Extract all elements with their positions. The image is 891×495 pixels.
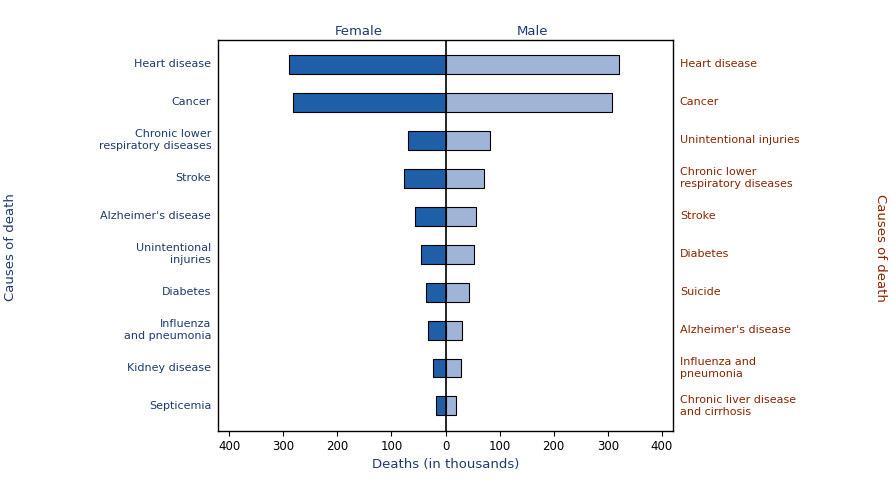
Bar (426, 283, 446, 301)
Bar (415, 206, 446, 226)
Bar (446, 245, 474, 264)
Text: Diabetes: Diabetes (680, 249, 729, 259)
Text: Septicemia: Septicemia (149, 401, 211, 411)
Text: Unintentional injuries: Unintentional injuries (680, 135, 799, 145)
Bar (446, 131, 490, 149)
Text: Causes of death: Causes of death (4, 194, 17, 301)
Text: Heart disease: Heart disease (680, 59, 756, 69)
Text: Unintentional
injuries: Unintentional injuries (136, 244, 211, 265)
Text: Chronic lower
respiratory diseases: Chronic lower respiratory diseases (680, 167, 792, 189)
Text: Chronic lower
respiratory diseases: Chronic lower respiratory diseases (99, 129, 211, 151)
Bar (433, 358, 446, 378)
Text: Kidney disease: Kidney disease (127, 363, 211, 373)
Bar (446, 93, 611, 112)
Bar (290, 55, 446, 74)
Bar (446, 396, 456, 415)
Bar (446, 206, 477, 226)
Text: Chronic liver disease
and cirrhosis: Chronic liver disease and cirrhosis (680, 395, 796, 417)
X-axis label: Deaths (in thousands): Deaths (in thousands) (372, 457, 519, 471)
Bar (446, 358, 461, 378)
Text: Alzheimer's disease: Alzheimer's disease (101, 211, 211, 221)
Text: Stroke: Stroke (680, 211, 715, 221)
Text: Influenza and
pneumonia: Influenza and pneumonia (680, 357, 756, 379)
Text: Influenza
and pneumonia: Influenza and pneumonia (124, 319, 211, 341)
Bar (446, 321, 462, 340)
Bar (446, 283, 470, 301)
Bar (293, 93, 446, 112)
Bar (437, 396, 446, 415)
Text: Male: Male (516, 25, 548, 38)
Bar (408, 131, 446, 149)
Bar (405, 169, 446, 188)
Bar (446, 55, 619, 74)
Text: Heart disease: Heart disease (135, 59, 211, 69)
Bar (428, 321, 446, 340)
Text: Female: Female (335, 25, 383, 38)
Text: Alzheimer's disease: Alzheimer's disease (680, 325, 790, 335)
Text: Suicide: Suicide (680, 287, 721, 297)
Text: Causes of death: Causes of death (874, 194, 887, 301)
Bar (421, 245, 446, 264)
Text: Cancer: Cancer (680, 97, 719, 107)
Text: Cancer: Cancer (172, 97, 211, 107)
Text: Diabetes: Diabetes (162, 287, 211, 297)
Text: Stroke: Stroke (176, 173, 211, 183)
Bar (446, 169, 485, 188)
